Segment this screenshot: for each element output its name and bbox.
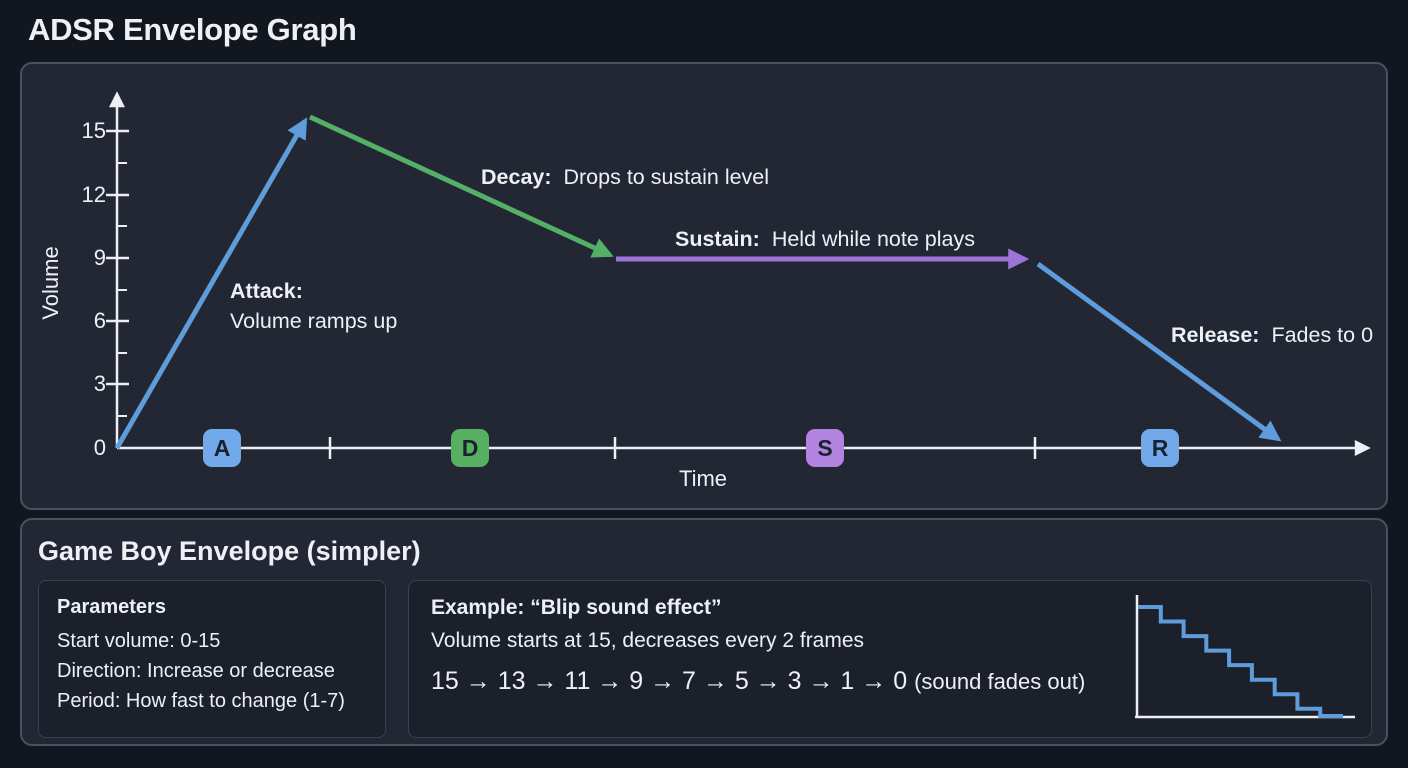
y-tick-label-12: 12: [81, 182, 106, 207]
example-card: Example: “Blip sound effect” Volume star…: [408, 580, 1372, 738]
release-label-text: Fades to 0: [1271, 323, 1374, 347]
badge-attack: A: [203, 429, 241, 467]
step-chart: [1135, 595, 1355, 719]
adsr-graph-panel: 15 12 9 6 3 0 Volume Time A D S R Attack…: [20, 62, 1388, 510]
decay-label: Decay: Drops to sustain level: [481, 162, 769, 192]
attack-label: Attack: Volume ramps up: [230, 276, 397, 336]
parameter-period: Period: How fast to change (1-7): [57, 690, 345, 712]
gameboy-panel: Game Boy Envelope (simpler) Parameters S…: [20, 518, 1388, 746]
decay-arrow: [308, 114, 614, 258]
gameboy-heading: Game Boy Envelope (simpler): [38, 536, 421, 566]
sustain-label-text: Held while note plays: [771, 227, 975, 251]
badge-decay: D: [451, 429, 489, 467]
release-label-bold: Release:: [1171, 323, 1260, 347]
y-tick-label-0: 0: [93, 435, 106, 460]
badge-release: R: [1141, 429, 1179, 467]
parameter-direction: Direction: Increase or decrease: [57, 660, 335, 682]
sustain-label-bold: Sustain:: [675, 227, 760, 251]
attack-label-text: Volume ramps up: [230, 309, 398, 333]
attack-arrow: [114, 117, 308, 450]
attack-label-bold: Attack:: [230, 279, 303, 303]
page-title: ADSR Envelope Graph: [28, 12, 357, 47]
y-tick-label-9: 9: [93, 245, 106, 270]
volume-sequence-suffix: (sound fades out): [914, 669, 1086, 694]
y-tick-label-6: 6: [93, 308, 106, 333]
badge-sustain: S: [806, 429, 844, 467]
example-title: Example: “Blip sound effect”: [431, 596, 722, 619]
release-label: Release: Fades to 0: [1171, 320, 1373, 350]
decay-label-bold: Decay:: [481, 165, 552, 189]
example-subtitle: Volume starts at 15, decreases every 2 f…: [431, 629, 865, 652]
volume-sequence: 15 → 13 → 11 → 9 → 7 → 5 → 3 → 1 → 0 (so…: [431, 667, 1349, 696]
decay-label-text: Drops to sustain level: [563, 165, 770, 189]
release-arrow: [1036, 261, 1282, 442]
parameters-title: Parameters: [57, 596, 166, 618]
y-tick-label-3: 3: [93, 371, 106, 396]
parameters-card: Parameters Start volume: 0-15 Direction:…: [38, 580, 386, 738]
sustain-label: Sustain: Held while note plays: [675, 224, 975, 254]
x-axis-title: Time: [678, 466, 728, 491]
parameter-start-volume: Start volume: 0-15: [57, 630, 221, 652]
y-axis-title: Volume: [38, 246, 63, 320]
volume-sequence-values: 15 → 13 → 11 → 9 → 7 → 5 → 3 → 1 → 0: [431, 667, 908, 695]
step-chart-line: [1138, 605, 1343, 718]
y-tick-label-15: 15: [81, 118, 106, 143]
